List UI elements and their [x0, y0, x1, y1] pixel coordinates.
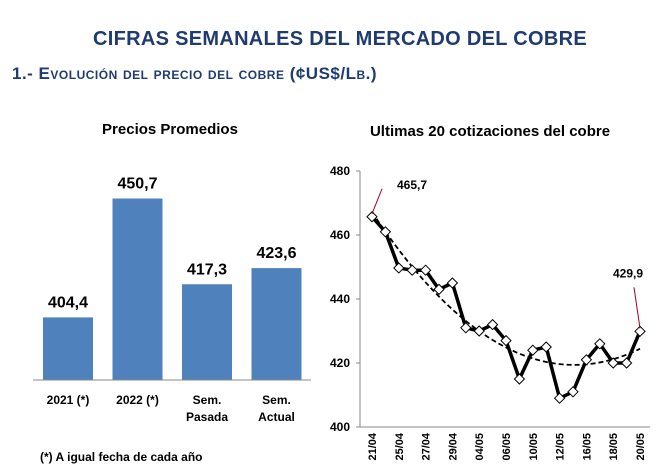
point-marker	[366, 211, 378, 223]
x-tick-label: 18/05	[608, 433, 620, 461]
bar	[182, 284, 232, 380]
y-tick-label: 440	[330, 292, 350, 306]
point-marker	[500, 334, 512, 347]
point-marker	[419, 264, 432, 276]
x-tick-label: Sem. Actual	[258, 393, 295, 424]
page-title: CIFRAS SEMANALES DEL MERCADO DEL COBRE	[92, 28, 588, 50]
bar-value-label: 417,3	[187, 261, 227, 278]
point-marker	[527, 344, 539, 356]
y-tick-label: 400	[330, 420, 350, 434]
x-tick-label: 21/04	[367, 432, 379, 460]
x-tick-label: 25/04	[394, 432, 406, 460]
x-tick-label: 29/04	[447, 432, 459, 460]
section-title: 1.- Evolución del precio del cobre (¢US$…	[12, 64, 378, 83]
bar-value-label: 423,6	[256, 245, 296, 262]
point-marker	[594, 338, 606, 350]
trend-line	[371, 211, 641, 366]
y-tick-label: 460	[330, 228, 350, 242]
point-marker	[580, 354, 593, 366]
point-marker	[620, 357, 633, 369]
x-tick-label: 27/04	[421, 432, 433, 460]
x-tick-label: 20/05	[635, 433, 647, 461]
x-tick-label: Sem. Pasada	[185, 393, 229, 424]
bar-value-label: 404,4	[48, 294, 88, 311]
x-tick-label: 04/05	[474, 433, 486, 461]
point-marker	[513, 373, 526, 385]
x-tick-label: 06/05	[501, 433, 513, 461]
point-marker	[473, 325, 485, 337]
point-marker	[406, 264, 418, 276]
bar	[43, 317, 93, 380]
point-marker	[379, 226, 392, 238]
y-tick-label: 480	[330, 164, 350, 178]
line-chart-title: Ultimas 20 cotizaciones del cobre	[369, 123, 611, 140]
annotation-arrow	[371, 188, 383, 214]
price-line	[370, 215, 642, 400]
point-marker	[540, 341, 552, 353]
annotation-arrow	[633, 287, 641, 329]
point-marker	[607, 357, 619, 369]
point-marker	[460, 322, 472, 334]
bar-chart-title: Precios Promedios	[102, 121, 238, 138]
point-marker	[433, 283, 445, 296]
footnote: (*) A igual fecha de cada año	[40, 450, 203, 464]
annotation-label: 465,7	[397, 178, 427, 192]
x-tick-label: 10/05	[528, 433, 540, 461]
point-marker	[486, 318, 499, 331]
point-marker	[553, 392, 566, 404]
x-tick-label: 2021 (*)	[46, 393, 90, 407]
bar-value-label: 450,7	[117, 176, 157, 193]
point-marker	[393, 262, 405, 274]
point-marker	[634, 325, 646, 338]
bar	[112, 198, 163, 380]
y-tick-label: 420	[330, 356, 350, 370]
bar	[251, 268, 302, 380]
point-marker	[446, 277, 459, 289]
x-tick-label: 2022 (*)	[116, 393, 159, 407]
point-marker	[567, 386, 579, 398]
annotation-label: 429,9	[613, 266, 643, 280]
x-tick-label: 12/05	[555, 433, 567, 461]
x-tick-label: 16/05	[581, 433, 593, 461]
